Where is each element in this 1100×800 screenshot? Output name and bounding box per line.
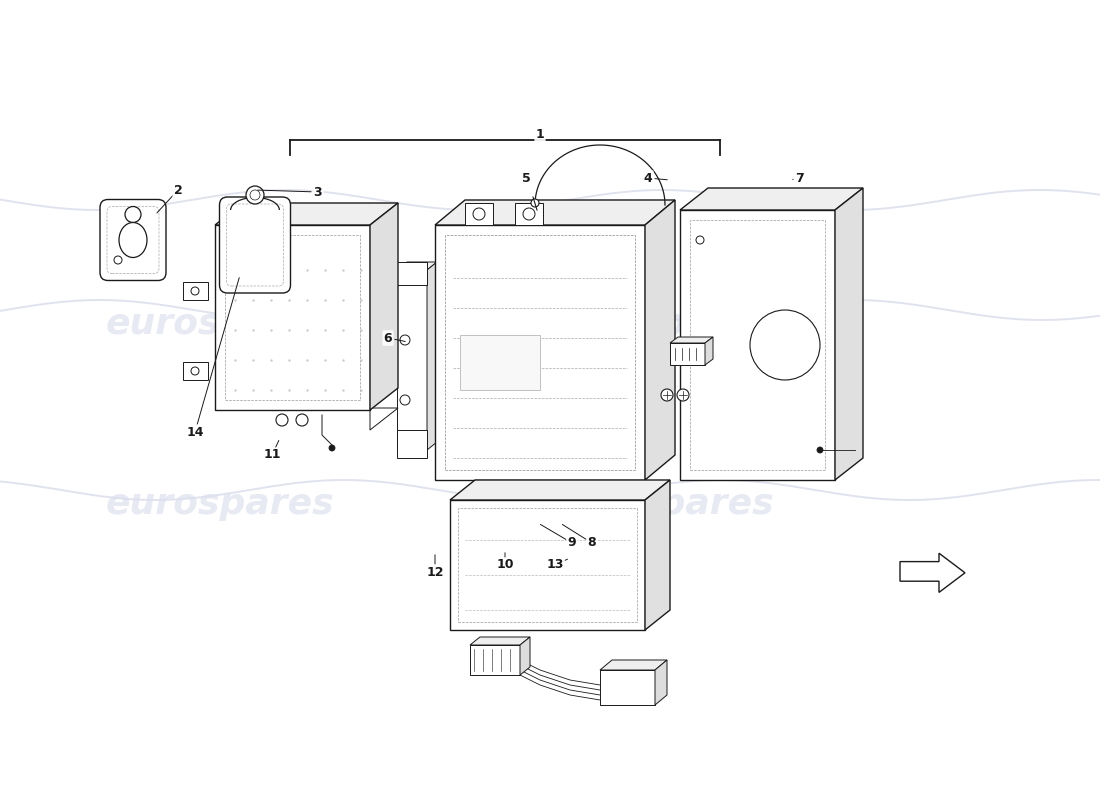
Circle shape <box>329 445 336 451</box>
Polygon shape <box>450 480 670 500</box>
Polygon shape <box>600 670 654 705</box>
Polygon shape <box>680 188 864 210</box>
Text: 1: 1 <box>536 129 544 142</box>
Polygon shape <box>370 203 398 410</box>
Text: 3: 3 <box>314 186 322 198</box>
Circle shape <box>276 414 288 426</box>
Polygon shape <box>470 645 520 675</box>
Polygon shape <box>427 262 437 450</box>
Polygon shape <box>470 637 530 645</box>
Text: 7: 7 <box>795 171 804 185</box>
Circle shape <box>400 335 410 345</box>
Polygon shape <box>397 430 427 458</box>
Polygon shape <box>214 203 398 225</box>
Circle shape <box>531 199 539 207</box>
Polygon shape <box>670 343 705 365</box>
Circle shape <box>696 236 704 244</box>
Text: 6: 6 <box>384 331 393 345</box>
Bar <box>690 220 825 470</box>
Text: 13: 13 <box>547 558 563 571</box>
Circle shape <box>661 389 673 401</box>
Text: 12: 12 <box>427 566 443 578</box>
Text: eurospares: eurospares <box>106 487 334 521</box>
Polygon shape <box>214 225 370 410</box>
Polygon shape <box>600 660 667 670</box>
Bar <box>458 508 637 622</box>
Bar <box>183 282 208 300</box>
Polygon shape <box>645 200 675 480</box>
Circle shape <box>817 447 823 453</box>
Circle shape <box>750 310 820 380</box>
Circle shape <box>296 414 308 426</box>
Circle shape <box>522 208 535 220</box>
Polygon shape <box>450 500 645 630</box>
Polygon shape <box>434 225 645 480</box>
Bar <box>465 203 493 225</box>
Polygon shape <box>397 262 427 285</box>
Circle shape <box>191 367 199 375</box>
Polygon shape <box>434 200 675 225</box>
Circle shape <box>250 190 260 200</box>
Ellipse shape <box>119 222 147 258</box>
Text: 9: 9 <box>568 537 576 550</box>
Polygon shape <box>397 270 427 450</box>
Bar <box>515 203 543 225</box>
Text: 2: 2 <box>174 183 183 197</box>
Text: 5: 5 <box>521 171 530 185</box>
Polygon shape <box>835 188 864 480</box>
Polygon shape <box>397 262 437 270</box>
Circle shape <box>114 256 122 264</box>
Text: eurospares: eurospares <box>546 487 774 521</box>
Text: eurospares: eurospares <box>546 307 774 341</box>
Bar <box>460 335 540 390</box>
Text: 10: 10 <box>496 558 514 571</box>
Circle shape <box>473 208 485 220</box>
Text: eurospares: eurospares <box>106 307 334 341</box>
Polygon shape <box>680 210 835 480</box>
Bar <box>446 235 635 470</box>
Circle shape <box>400 395 410 405</box>
Circle shape <box>676 389 689 401</box>
Polygon shape <box>645 480 670 630</box>
FancyBboxPatch shape <box>100 199 166 281</box>
Circle shape <box>246 186 264 204</box>
Text: 11: 11 <box>263 449 280 462</box>
Polygon shape <box>214 408 398 430</box>
Text: 14: 14 <box>186 426 204 438</box>
Text: 4: 4 <box>644 171 652 185</box>
Circle shape <box>125 206 141 222</box>
Polygon shape <box>520 637 530 675</box>
Text: 8: 8 <box>587 537 596 550</box>
FancyBboxPatch shape <box>220 197 290 293</box>
Polygon shape <box>705 337 713 365</box>
Bar <box>183 362 208 380</box>
Bar <box>226 235 360 400</box>
Polygon shape <box>654 660 667 705</box>
Circle shape <box>191 287 199 295</box>
Polygon shape <box>670 337 713 343</box>
